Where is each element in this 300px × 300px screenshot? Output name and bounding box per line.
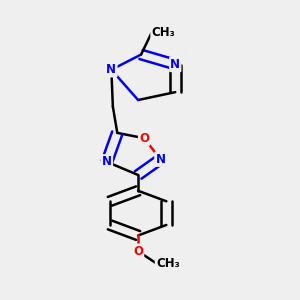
Text: N: N: [106, 63, 116, 76]
Text: O: O: [133, 245, 143, 258]
Text: N: N: [155, 153, 165, 166]
Text: N: N: [102, 155, 112, 168]
Text: N: N: [170, 58, 180, 71]
Text: CH₃: CH₃: [152, 26, 175, 40]
Text: O: O: [139, 132, 149, 145]
Text: CH₃: CH₃: [156, 256, 180, 270]
